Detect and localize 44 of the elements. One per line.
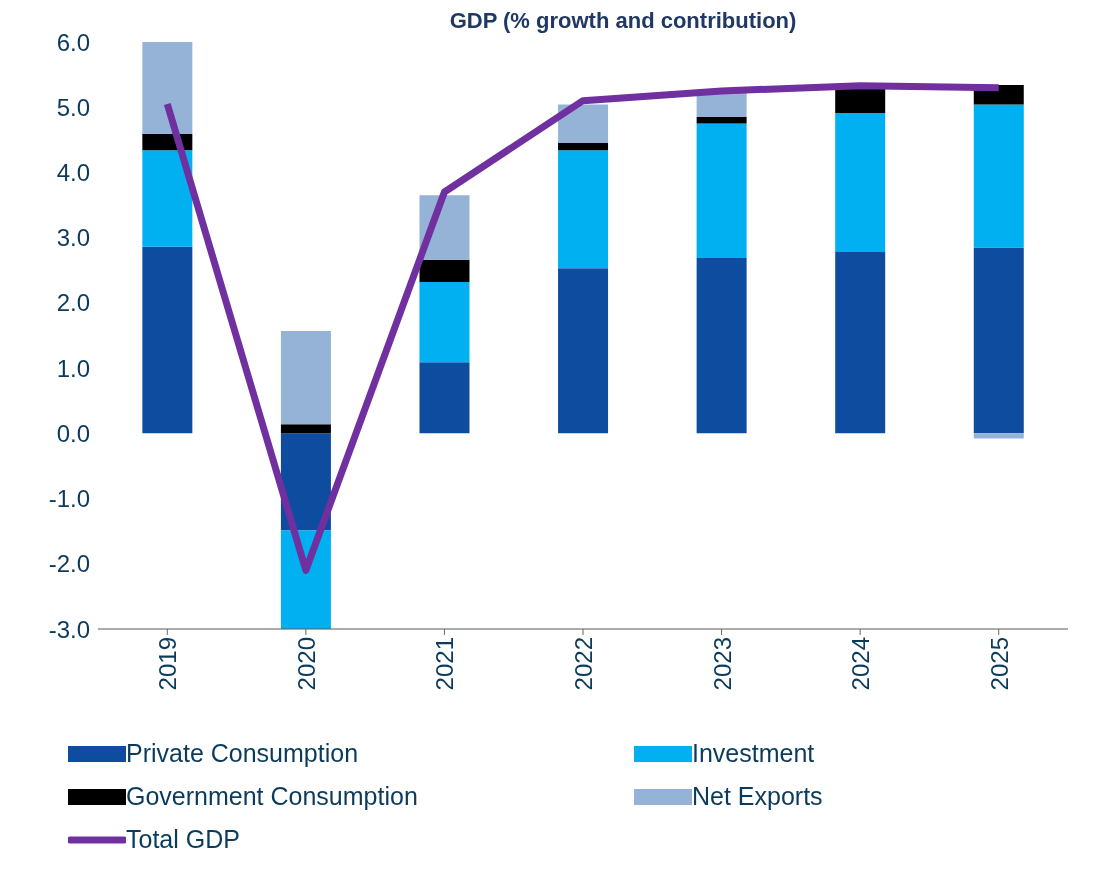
bar	[142, 42, 193, 134]
x-tick-label: 2020	[292, 637, 320, 691]
bar	[280, 424, 331, 434]
y-tick-label: 0.0	[56, 419, 90, 447]
bar	[696, 117, 747, 124]
bar	[835, 113, 886, 253]
bar	[835, 88, 886, 114]
bar	[973, 433, 1024, 439]
bar	[419, 259, 470, 283]
legend-label: Net Exports	[692, 782, 823, 811]
bar	[835, 252, 886, 434]
y-tick-label: 6.0	[56, 28, 90, 56]
y-tick-label: 5.0	[56, 93, 90, 121]
bar	[280, 330, 331, 425]
bar	[558, 143, 609, 151]
bar	[142, 150, 193, 247]
x-tick-label: 2023	[708, 637, 736, 691]
bar	[973, 104, 1024, 248]
bar	[696, 123, 747, 258]
bar	[973, 247, 1024, 434]
chart-title: GDP (% growth and contribution)	[449, 8, 797, 33]
bar	[558, 150, 609, 269]
bar	[696, 257, 747, 434]
bar	[558, 268, 609, 434]
legend-label: Investment	[692, 739, 815, 768]
y-tick-label: 2.0	[56, 289, 90, 317]
legend-label: Government Consumption	[126, 782, 418, 811]
x-tick-label: 2021	[431, 637, 459, 691]
legend-label: Private Consumption	[126, 739, 359, 768]
y-tick-label: 3.0	[56, 224, 90, 252]
y-tick-label: -1.0	[48, 485, 90, 513]
x-tick-label: 2024	[847, 637, 875, 691]
bar	[419, 282, 470, 363]
bar	[558, 104, 609, 144]
x-tick-label: 2025	[985, 637, 1013, 691]
y-tick-label: -3.0	[48, 615, 90, 643]
bar	[419, 362, 470, 434]
y-tick-label: 4.0	[56, 158, 90, 186]
y-tick-label: 1.0	[56, 354, 90, 382]
x-tick-label: 2019	[154, 637, 182, 691]
y-tick-label: -2.0	[48, 550, 90, 578]
bar	[142, 246, 193, 434]
legend-label: Total GDP	[126, 825, 240, 854]
x-tick-label: 2022	[570, 637, 598, 691]
